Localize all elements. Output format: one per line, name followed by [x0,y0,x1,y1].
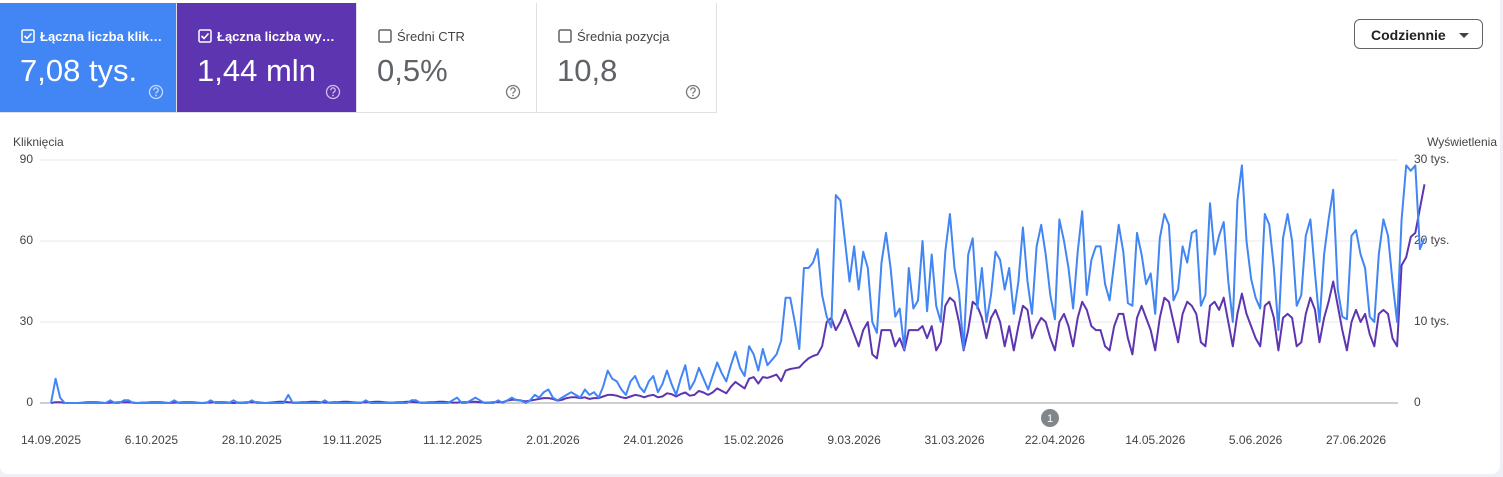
metric-card[interactable]: Łączna liczba klik… 7,08 tys. [0,3,177,113]
metric-card[interactable]: Średnia pozycja 10,8 [537,3,717,113]
checkbox-box [558,29,572,43]
help-mark [330,87,336,94]
x-tick-label: 2.01.2026 [526,433,580,447]
help-circle [505,84,521,100]
dropdown-label: Codziennie [1371,27,1446,43]
y-tick-label: 60 [20,233,34,247]
help-icon[interactable] [685,84,701,100]
checkbox-box [198,29,212,43]
x-tick-label: 28.10.2025 [222,433,282,447]
x-tick-label: 14.05.2026 [1125,433,1185,447]
help-dot [512,94,514,97]
x-tick-label: 31.03.2026 [924,433,984,447]
help-dot [332,94,334,97]
x-tick-label: 9.03.2026 [827,433,881,447]
series-line [50,184,1426,404]
checkbox-tick [23,32,33,40]
help-mark [690,87,696,94]
x-tick-label: 27.06.2026 [1326,433,1386,447]
metric-label: Średnia pozycja [577,29,670,44]
y-tick-label: 90 [20,152,34,166]
checkbox-tick [200,32,210,40]
x-tick-label: 6.10.2025 [125,433,179,447]
checkbox[interactable] [558,29,572,43]
y2-tick-label: 30 tys. [1414,152,1449,166]
help-circle [148,84,164,100]
y-axis-title: Kliknięcia [13,135,64,149]
checkbox-box [378,29,392,43]
y-tick-label: 0 [26,395,33,409]
y-tick-label: 30 [20,314,34,328]
x-tick-label: 15.02.2026 [724,433,784,447]
x-tick-label: 24.01.2026 [623,433,683,447]
metric-label: Łączna liczba klik… [40,29,163,44]
help-icon[interactable] [505,84,521,100]
x-tick-label: 5.06.2026 [1229,433,1283,447]
x-tick-label: 14.09.2025 [21,433,81,447]
dropdown-arrow [1459,33,1469,38]
help-circle [685,84,701,100]
metric-value: 1,44 mln [197,53,316,88]
annotation-marker [1041,409,1059,427]
x-tick-label: 19.11.2025 [323,433,382,447]
help-icon[interactable] [325,84,341,100]
help-icon[interactable] [148,84,164,100]
series-line [50,164,1426,404]
metric-card[interactable]: Średni CTR 0,5% [357,3,537,113]
help-mark [153,87,159,94]
x-tick-label: 22.04.2026 [1025,433,1085,447]
metric-value: 7,08 tys. [20,53,138,88]
metric-value: 10,8 [557,53,618,88]
help-mark [510,87,516,94]
checkbox[interactable] [198,29,212,43]
period-dropdown[interactable]: Codziennie [1354,19,1483,49]
y2-tick-label: 0 [1414,395,1421,409]
checkbox[interactable] [21,29,35,43]
checkbox[interactable] [378,29,392,43]
metric-label: Łączna liczba wy… [217,29,335,44]
help-circle [325,84,341,100]
help-dot [692,94,694,97]
metric-label: Średni CTR [397,29,465,44]
y2-tick-label: 10 tys. [1414,314,1449,328]
metric-value: 0,5% [377,53,448,88]
y2-axis-title: Wyświetlenia [1427,135,1497,149]
annotation-label: 1 [1047,413,1053,425]
x-tick-label: 11.12.2025 [423,433,482,447]
metric-card[interactable]: Łączna liczba wy… 1,44 mln [177,3,357,113]
help-dot [155,94,157,97]
checkbox-box [21,29,35,43]
